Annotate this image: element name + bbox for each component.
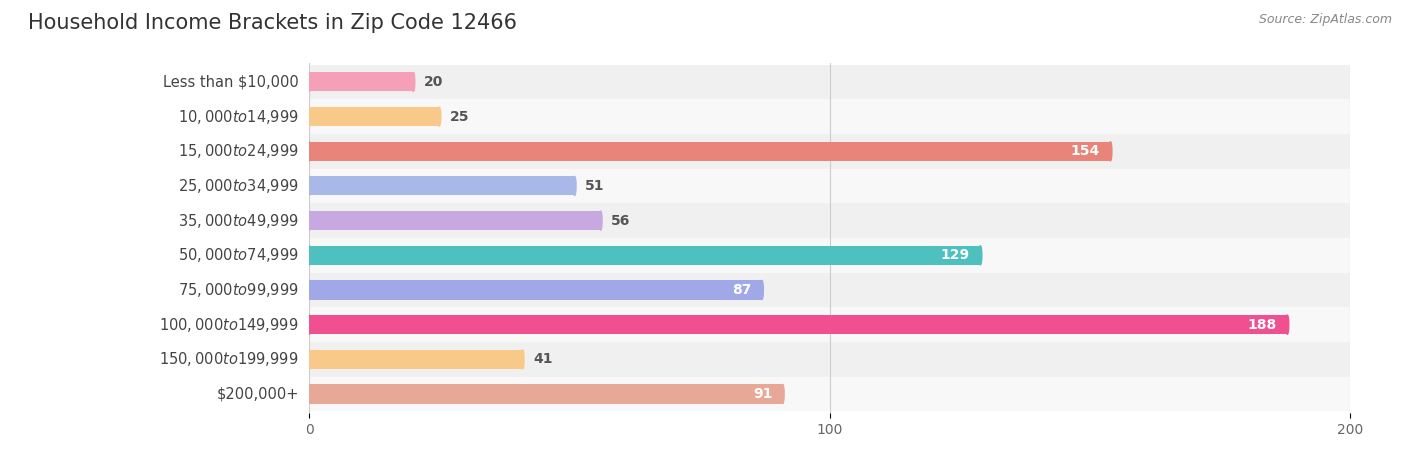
Text: $200,000+: $200,000+	[217, 387, 299, 401]
Text: $100,000 to $149,999: $100,000 to $149,999	[159, 316, 299, 334]
Text: 20: 20	[423, 75, 443, 89]
Circle shape	[308, 246, 311, 265]
Circle shape	[308, 107, 311, 126]
Circle shape	[308, 350, 311, 369]
Text: 41: 41	[533, 352, 553, 366]
Text: Household Income Brackets in Zip Code 12466: Household Income Brackets in Zip Code 12…	[28, 13, 517, 34]
Bar	[309, 176, 575, 195]
Text: Less than $10,000: Less than $10,000	[163, 75, 299, 89]
Circle shape	[1286, 315, 1289, 334]
Circle shape	[308, 315, 311, 334]
Circle shape	[308, 72, 311, 92]
Circle shape	[308, 281, 311, 299]
Text: 188: 188	[1247, 317, 1277, 332]
Bar	[309, 169, 1350, 203]
Circle shape	[522, 350, 524, 369]
Bar	[309, 377, 1350, 411]
Circle shape	[412, 72, 415, 92]
Bar	[309, 238, 1350, 273]
Circle shape	[1109, 142, 1112, 161]
Text: 25: 25	[450, 110, 470, 123]
Circle shape	[979, 246, 981, 265]
Bar	[309, 307, 1350, 342]
Text: 154: 154	[1071, 144, 1099, 158]
Text: $25,000 to $34,999: $25,000 to $34,999	[179, 177, 299, 195]
Bar	[309, 142, 1111, 161]
Bar	[309, 107, 439, 126]
Circle shape	[308, 384, 311, 404]
Text: $75,000 to $99,999: $75,000 to $99,999	[179, 281, 299, 299]
Circle shape	[308, 176, 311, 195]
Text: $10,000 to $14,999: $10,000 to $14,999	[179, 108, 299, 126]
Bar	[309, 342, 1350, 377]
Bar	[309, 273, 1350, 307]
Circle shape	[308, 211, 311, 230]
Bar	[309, 315, 1288, 334]
Text: $15,000 to $24,999: $15,000 to $24,999	[179, 142, 299, 160]
Text: $50,000 to $74,999: $50,000 to $74,999	[179, 247, 299, 264]
Circle shape	[437, 107, 441, 126]
Bar	[309, 65, 1350, 99]
Circle shape	[761, 281, 763, 299]
Bar	[309, 99, 1350, 134]
Bar	[309, 246, 980, 265]
Circle shape	[599, 211, 602, 230]
Bar	[309, 350, 523, 369]
Text: $150,000 to $199,999: $150,000 to $199,999	[159, 350, 299, 368]
Bar	[309, 211, 600, 230]
Bar	[309, 384, 783, 404]
Bar	[309, 72, 413, 92]
Circle shape	[574, 176, 576, 195]
Text: 87: 87	[733, 283, 752, 297]
Circle shape	[782, 384, 785, 404]
Text: 91: 91	[754, 387, 772, 401]
Bar	[309, 203, 1350, 238]
Bar	[309, 134, 1350, 169]
Bar	[309, 281, 762, 299]
Text: 51: 51	[585, 179, 605, 193]
Text: 129: 129	[941, 248, 970, 262]
Circle shape	[308, 142, 311, 161]
Text: 56: 56	[612, 214, 630, 228]
Text: Source: ZipAtlas.com: Source: ZipAtlas.com	[1258, 13, 1392, 26]
Text: $35,000 to $49,999: $35,000 to $49,999	[179, 211, 299, 229]
